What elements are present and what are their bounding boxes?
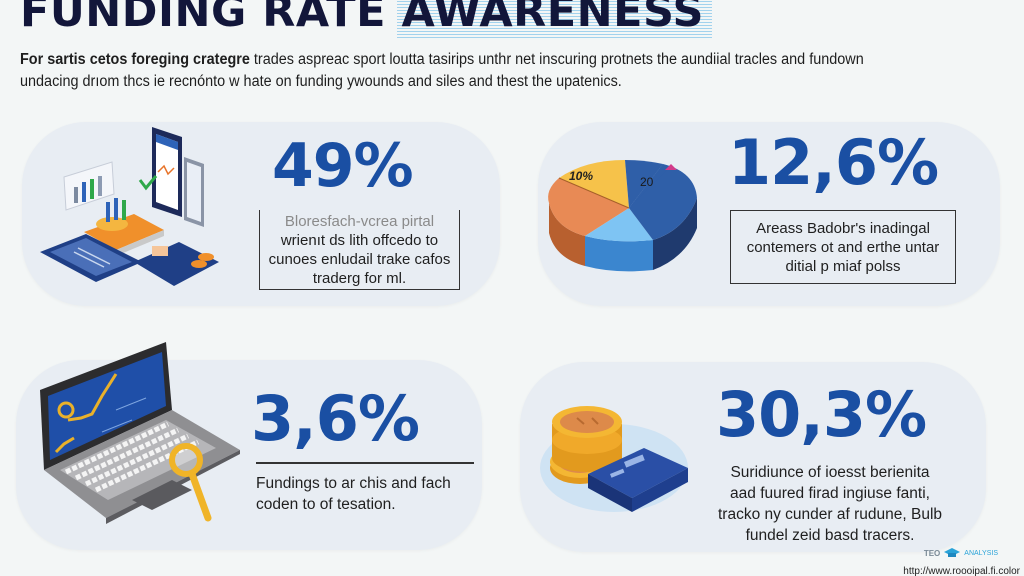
coins-card-icon <box>532 390 692 520</box>
title-word-awareness-wrap: AWARENESS <box>397 0 712 38</box>
brand-logo: TEO ANALYSIS <box>924 548 998 558</box>
stat-value-3-6: 3,6% <box>251 382 420 455</box>
title-word-awareness: AWARENESS <box>401 0 704 37</box>
caption-line: Areass Badobr's inadingal <box>756 220 930 237</box>
pie-label-20: 20 <box>640 175 654 189</box>
caption-line: wrienıt ds lith offcedo to <box>280 232 439 249</box>
stat-value-49: 49% <box>272 131 414 201</box>
caption-line: coden to of tesation. <box>256 496 396 513</box>
caption-line: fundel zeid basd tracers. <box>745 527 915 544</box>
footer-url[interactable]: http://www.roooipal.fi.color <box>903 566 1020 576</box>
pie-chart-icon: 10% 20 <box>545 158 705 278</box>
stat-caption-3-6: Fundings to ar chis and fach coden to of… <box>256 473 478 515</box>
intro-paragraph: For sartis cetos foreging crategre trade… <box>20 49 941 93</box>
caption-line: aad fuured firad ingiuse fanti, <box>730 485 930 502</box>
laptop-magnifier-icon <box>36 340 248 526</box>
stat-caption-box-12-6: Areass Badobr's inadingal contemers ot a… <box>730 210 956 284</box>
caption-line: cunoes enludail trake cafos <box>268 251 451 268</box>
caption-line: Bloresfach-vcrea pirtal <box>284 213 435 230</box>
caption-line: Suridiunce of ioesst berienita <box>730 464 930 481</box>
page-title: FUNDING RATE AWARENESS <box>20 0 712 38</box>
intro-bold-lead: For sartis cetos foreging crategre <box>20 51 250 68</box>
stat-value-30-3: 30,3% <box>716 378 927 451</box>
caption-line: contemers ot and erthe untar <box>746 239 940 256</box>
stat-caption-30-3: Suridiunce of ioesst berienita aad fuure… <box>714 462 946 546</box>
caption-line: Fundings to ar chis and fach <box>256 475 451 492</box>
title-word-funding-rate: FUNDING RATE <box>20 0 386 37</box>
stat-caption-box-49: Bloresfach-vcrea pirtal wrienıt ds lith … <box>259 210 460 290</box>
stat-divider <box>256 462 474 464</box>
logo-text-left: TEO <box>923 548 941 558</box>
caption-line: tracko ny cunder af rudune, Bulb <box>717 506 943 523</box>
stat-value-12-6: 12,6% <box>728 126 939 199</box>
intro-line1: trades aspreac sport loutta tasirips unt… <box>249 51 864 68</box>
intro-line2: undacing drıom thcs ie recnónto w hate o… <box>20 73 622 90</box>
graduation-cap-icon <box>944 548 961 557</box>
isometric-dashboard-icon <box>34 122 239 302</box>
halftone-shadow <box>397 0 712 38</box>
caption-line: ditial p miaf polss <box>785 258 901 275</box>
logo-text-right: ANALYSIS <box>964 549 998 557</box>
pie-label-10: 10% <box>569 169 593 183</box>
caption-line: traderg for ml. <box>312 270 407 287</box>
